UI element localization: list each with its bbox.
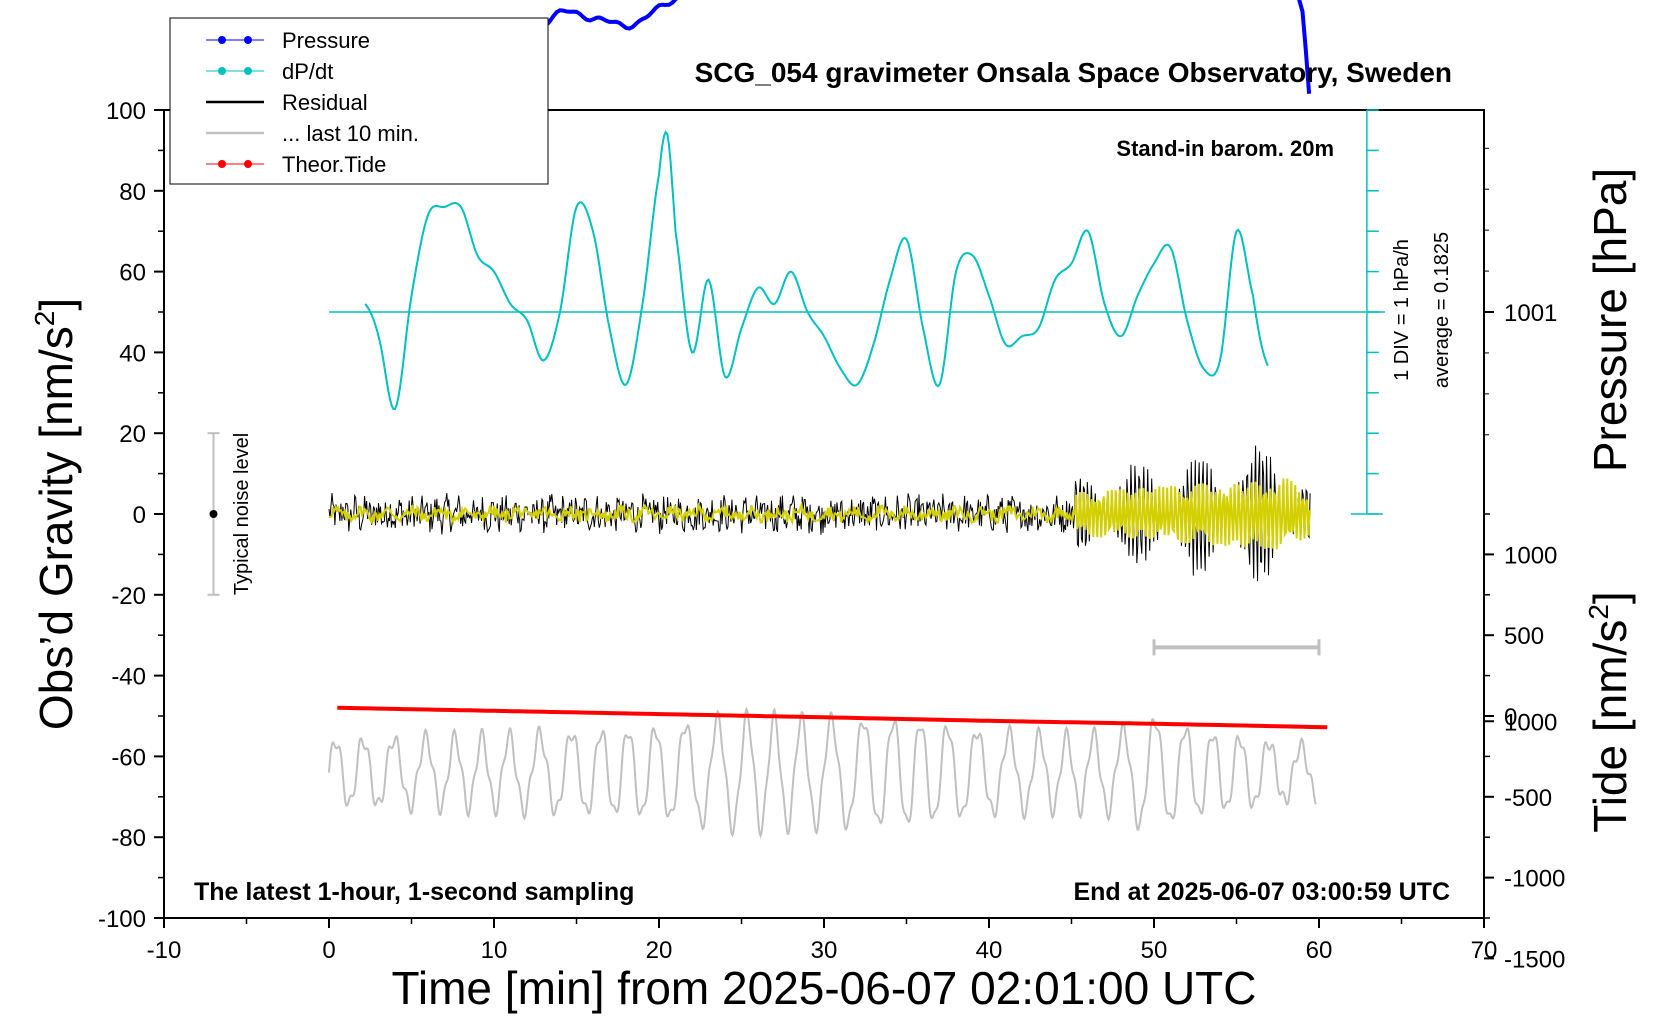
y-tick-label: 20 (119, 421, 146, 448)
chart-title: SCG_054 gravimeter Onsala Space Observat… (695, 57, 1452, 88)
legend-label: dP/dt (282, 59, 333, 84)
legend-marker (218, 36, 226, 44)
x-tick-label: 70 (1471, 937, 1498, 964)
tide-axis-title-text: Tide [nm/s (1584, 620, 1636, 833)
y-tick-label: 100 (106, 98, 146, 125)
axes: -10 0 10 20 30 40 50 60 70100806040200-20-40-60-… (98, 98, 1565, 973)
y-tick-label: 80 (119, 179, 146, 206)
x-tick-label: 30 (811, 937, 838, 964)
legend-marker (244, 36, 252, 44)
average-annotation: average = 0.1825 (1431, 232, 1453, 388)
legend-label: Pressure (282, 28, 370, 53)
tide-tick-label: 0 (1504, 704, 1517, 731)
pressure-tick-label: 1001 (1504, 300, 1557, 327)
theoretical-tide-line (337, 705, 1328, 730)
y-axis-title-left-end: ] (30, 298, 82, 311)
tide-tick-label: -500 (1504, 785, 1552, 812)
bottom-right-note: End at 2025-06-07 03:00:59 UTC (1073, 878, 1450, 906)
tide-tick-label: -1500 (1504, 946, 1565, 973)
legend-label: Theor.Tide (282, 152, 386, 177)
y-axis-title-left: Obs’d Gravity [nm/s2] (29, 298, 82, 730)
y-tick-label: -80 (111, 825, 146, 852)
pressure-axis-title: Pressure [hPa] (1584, 168, 1636, 472)
y-tick-label: 40 (119, 340, 146, 367)
tide-tick-label: 500 (1504, 623, 1544, 650)
y-tick-label: -40 (111, 664, 146, 691)
legend-marker (244, 160, 252, 168)
legend-marker (218, 160, 226, 168)
div-scale-annotation: 1 DIV = 1 hPa/h (1391, 239, 1413, 381)
legend-marker (244, 67, 252, 75)
pressure-tick-label: 1000 (1504, 709, 1557, 736)
x-axis-title: Time [min] from 2025-06-07 02:01:00 UTC (392, 962, 1257, 1014)
x-tick-label: 20 (646, 937, 673, 964)
x-tick-label: 40 (976, 937, 1003, 964)
x-tick-label: 60 (1306, 937, 1333, 964)
bottom-left-note: The latest 1-hour, 1-second sampling (194, 878, 634, 906)
dpdt-line (364, 130, 1269, 410)
last-10-min-line (328, 706, 1317, 839)
y-tick-label: 0 (133, 502, 146, 529)
y-tick-label: -100 (98, 906, 146, 933)
legend-label: Residual (282, 90, 368, 115)
y-tick-label: 60 (119, 260, 146, 287)
tide-tick-label: 1000 (1504, 542, 1557, 569)
y-axis-title-left-text: Obs’d Gravity [nm/s (30, 326, 82, 730)
x-tick-label: 50 (1141, 937, 1168, 964)
tide-tick-label: -1000 (1504, 866, 1565, 893)
tide-axis-title: Tide [nm/s2] (1583, 591, 1636, 832)
x-tick-label: -10 (147, 937, 182, 964)
noise-level-label: Typical noise level (231, 433, 253, 595)
x-tick-label: 0 (322, 937, 335, 964)
noise-level-dot (209, 510, 218, 518)
y-tick-label: -20 (111, 583, 146, 610)
legend-marker (218, 67, 226, 75)
tide-axis-title-end: ] (1584, 591, 1636, 604)
legend: Pressure dP/dt Residual ... last 10 min. The… (169, 17, 549, 185)
chart-marks (207, 0, 1385, 839)
residual-filtered-line (328, 478, 1311, 550)
legend-label: ... last 10 min. (282, 121, 419, 146)
x-tick-label: 10 (481, 937, 508, 964)
tide-axis-title-sup: 2 (1583, 604, 1614, 620)
y-tick-label: -60 (111, 744, 146, 771)
y-axis-title-left-sup: 2 (29, 311, 60, 327)
barom-annotation: Stand-in barom. 20m (1116, 136, 1334, 161)
